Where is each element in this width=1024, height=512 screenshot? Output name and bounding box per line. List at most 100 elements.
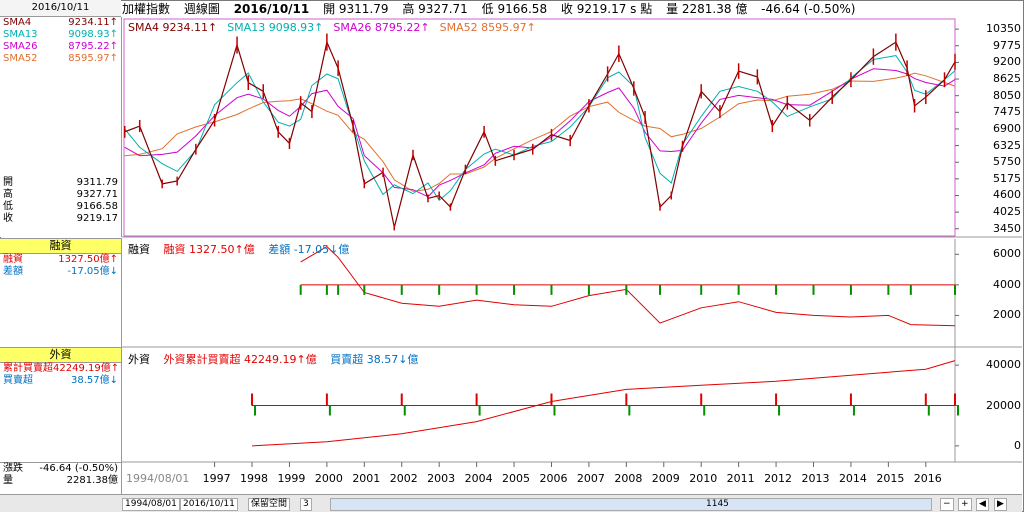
margin-legend-v1: 融資 1327.50↑億: [163, 243, 255, 256]
margin-ytick-label: 6000: [993, 247, 1021, 261]
ohlc-row-2-value: 9166.58: [76, 201, 118, 212]
foreign-row-0-value: 42249.19億↑: [53, 363, 120, 374]
price-ytick-label: 5750: [993, 155, 1021, 169]
change-label: 漲跌: [3, 463, 23, 474]
foreign-rows: 累計買賣超 42249.19億↑ 買賣超 38.57億↓: [0, 363, 121, 387]
price-legend-item-3: SMA52 8595.97↑: [439, 21, 536, 34]
price-chart[interactable]: [0, 0, 1024, 494]
sma4-line: [124, 40, 956, 228]
left-sma-list: SMA4 9234.11↑ SMA13 9098.93↑ SMA26 8795.22↑ SM…: [0, 17, 121, 65]
ohlc-row-0-label: 開: [3, 177, 13, 188]
margin-row-1-label: 差額: [3, 266, 23, 277]
price-ytick-label: 4025: [993, 205, 1021, 219]
foreign-row-0: 累計買賣超 42249.19億↑: [0, 363, 121, 375]
margin-legend-name: 融資: [128, 243, 150, 256]
price-legend-item-1: SMA13 9098.93↑: [227, 21, 324, 34]
header-change: -46.64 (-0.50%): [761, 2, 856, 16]
sma-row-1-label: SMA13: [3, 29, 38, 40]
left-change-panel: 漲跌 -46.64 (-0.50%) 量 2281.38億: [0, 462, 122, 494]
foreign-legend-name: 外資: [128, 353, 150, 366]
xtick-label: 2013: [801, 472, 830, 485]
margin-row-0-value: 1327.50億↑: [58, 254, 118, 265]
xtick-label: 2006: [539, 472, 568, 485]
margin-rows: 融資 1327.50億↑ 差額 -17.05億↓: [0, 254, 121, 278]
change-value: -46.64 (-0.50%): [39, 463, 118, 474]
margin-legend: 融資 融資 1327.50↑億 差額 -17.05↓億: [128, 241, 359, 257]
ohlc-row-0: 開 9311.79: [0, 177, 121, 189]
foreign-legend-v1: 外資累計買賣超 42249.19↑億: [163, 353, 317, 366]
scroll-right-button[interactable]: ▶: [994, 498, 1007, 511]
foreign-ytick-label: 20000: [986, 398, 1021, 412]
price-ytick-label: 5175: [993, 171, 1021, 185]
sma-row-3-value: 8595.97↑: [68, 53, 118, 64]
change-row: 漲跌 -46.64 (-0.50%): [0, 463, 121, 475]
xtick-label: 2007: [576, 472, 605, 485]
zoom-out-button[interactable]: −: [940, 498, 954, 511]
range-to[interactable]: 2016/10/11: [180, 498, 238, 511]
header-low: 低 9166.58: [481, 2, 548, 16]
ohlc-row-3-value: 9219.17: [76, 213, 118, 224]
margin-ytick-label: 4000: [993, 277, 1021, 291]
range-from[interactable]: 1994/08/01: [122, 498, 180, 511]
sma-row-2: SMA26 8795.22↑: [0, 41, 121, 53]
xtick-label: 1997: [202, 472, 231, 485]
price-legend: SMA4 9234.11↑ SMA13 9098.93↑ SMA26 8795.22…: [128, 21, 546, 34]
margin-balance-line: [300, 245, 956, 327]
left-ohlc-list: 開 9311.79 高 9327.71 低 9166.58 收 9219.17: [0, 177, 121, 225]
margin-row-0-label: 融資: [3, 254, 23, 265]
foreign-title: 外資: [0, 348, 121, 363]
ohlc-row-2-label: 低: [3, 201, 13, 212]
margin-legend-v2: 差額 -17.05↓億: [268, 243, 350, 256]
header-volume: 量 2281.38 億: [666, 2, 748, 16]
xtick-label: 2015: [876, 472, 905, 485]
sma-row-3: SMA52 8595.97↑: [0, 53, 121, 65]
sma-row-0: SMA4 9234.11↑: [0, 17, 121, 29]
scrollbar[interactable]: 1145: [330, 498, 932, 511]
price-ytick-label: 6325: [993, 138, 1021, 152]
price-ytick-label: 9775: [993, 38, 1021, 52]
xtick-label: 2009: [651, 472, 680, 485]
sma-row-2-label: SMA26: [3, 41, 38, 52]
price-ytick-label: 8625: [993, 72, 1021, 86]
xtick-label: 2005: [502, 472, 531, 485]
xtick-label: 2002: [389, 472, 418, 485]
xtick-label: 2016: [913, 472, 942, 485]
ohlc-row-3-label: 收: [3, 213, 13, 224]
price-ytick-label: 6900: [993, 121, 1021, 135]
xtick-label: 2011: [726, 472, 755, 485]
price-ytick-label: 10350: [986, 22, 1021, 36]
scroll-left-button[interactable]: ◀: [976, 498, 989, 511]
xtick-label: 2014: [838, 472, 867, 485]
price-plot-border: [123, 18, 956, 237]
bottom-toolbar: 1994/08/01 2016/10/11 保留空間 3 1145 − + ◀ …: [0, 494, 1022, 512]
mode-select[interactable]: 保留空間: [248, 498, 291, 511]
price-ytick-label: 8050: [993, 88, 1021, 102]
zoom-in-button[interactable]: +: [958, 498, 972, 511]
volume-label: 量: [3, 475, 13, 486]
header-date: 2016/10/11: [233, 2, 310, 16]
bar-count: 1145: [706, 499, 729, 509]
price-ytick-label: 4600: [993, 188, 1021, 202]
ohlc-row-1-label: 高: [3, 189, 13, 200]
margin-row-1-value: -17.05億↓: [67, 266, 118, 277]
left-info-panel: SMA4 9234.11↑ SMA13 9098.93↑ SMA26 8795.22↑ SM…: [0, 17, 122, 237]
sma-row-1-value: 9098.93↑: [68, 29, 118, 40]
foreign-ytick-label: 0: [1014, 438, 1021, 452]
price-legend-item-2: SMA26 8795.22↑: [333, 21, 430, 34]
margin-row-1: 差額 -17.05億↓: [0, 266, 121, 278]
price-ytick-label: 9200: [993, 55, 1021, 69]
foreign-row-1-label: 買賣超: [3, 375, 33, 386]
xtick-label: 2012: [764, 472, 793, 485]
foreign-ytick-label: 40000: [986, 358, 1021, 372]
xtick-label: 2001: [352, 472, 381, 485]
margin-ytick-label: 2000: [993, 308, 1021, 322]
sma-row-0-label: SMA4: [3, 17, 32, 28]
sma52-line: [124, 72, 956, 192]
space-num[interactable]: 3: [300, 498, 312, 511]
chart-header: 加權指數 週線圖 2016/10/11 開 9311.79 高 9327.71 …: [122, 0, 1022, 18]
sma-row-1: SMA13 9098.93↑: [0, 29, 121, 41]
volume-value: 2281.38億: [66, 475, 118, 486]
price-ytick-label: 3450: [993, 221, 1021, 235]
price-ytick-label: 7475: [993, 105, 1021, 119]
xtick-label: 1994/08/01: [126, 472, 190, 485]
